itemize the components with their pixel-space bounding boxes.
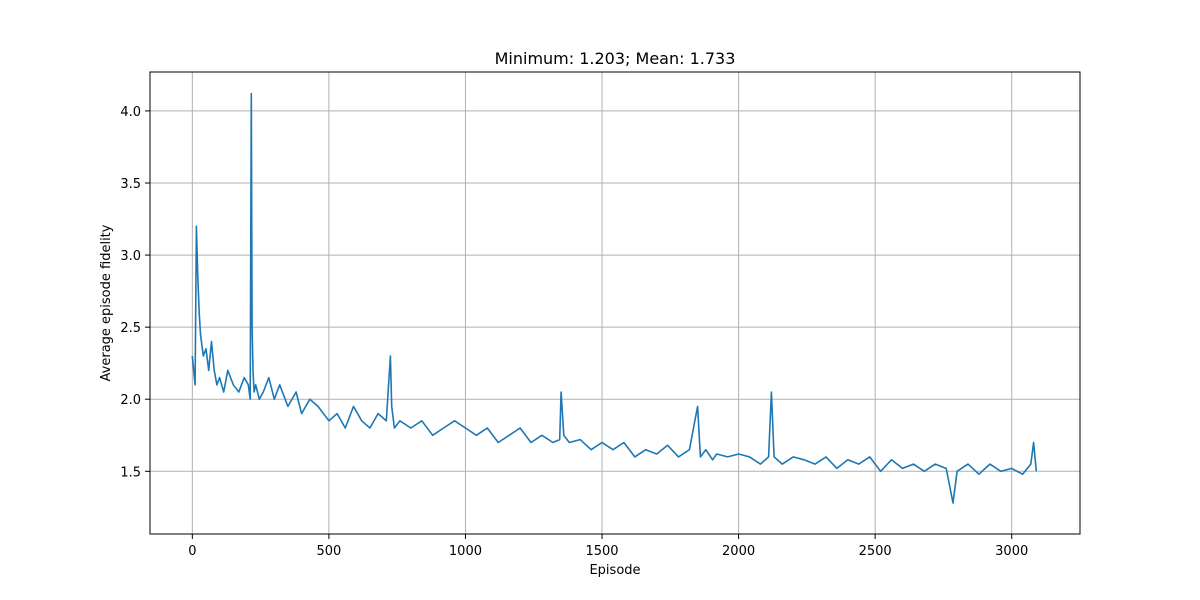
y-tick-label: 2.0	[120, 393, 141, 408]
y-tick-label: 2.5	[120, 321, 141, 336]
y-tick-label: 3.5	[120, 177, 141, 192]
x-tick-label: 3000	[995, 544, 1028, 559]
plot-frame	[149, 71, 1081, 535]
y-tick-label: 3.0	[120, 249, 141, 264]
y-axis-label: Average episode fidelity	[99, 224, 114, 381]
chart-title: Minimum: 1.203; Mean: 1.733	[495, 49, 736, 68]
x-tick-label: 0	[188, 544, 196, 559]
x-tick-label: 1000	[449, 544, 482, 559]
x-tick-label: 1500	[585, 544, 618, 559]
x-axis-label: Episode	[589, 563, 640, 578]
x-tick-label: 500	[316, 544, 341, 559]
y-tick-label: 4.0	[120, 105, 141, 120]
series-line	[191, 92, 1038, 504]
x-tick-label: 2500	[859, 544, 892, 559]
x-tick-label: 2000	[722, 544, 755, 559]
y-tick-label: 1.5	[120, 465, 141, 480]
